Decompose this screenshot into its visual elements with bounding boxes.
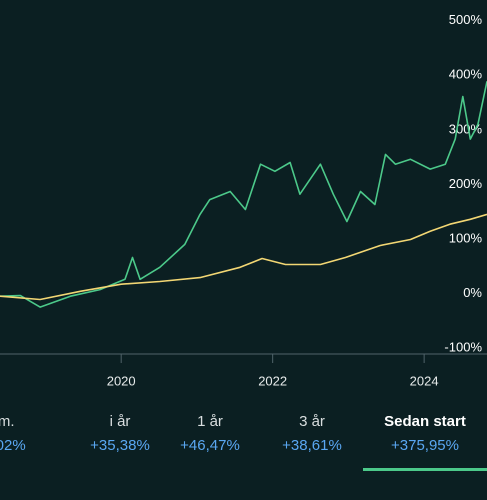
x-tick-label: 2022 <box>258 373 287 388</box>
y-tick-label: 200% <box>449 176 483 191</box>
tab-label[interactable]: Sedan start <box>384 413 466 430</box>
tab-value[interactable]: +5,02% <box>0 437 26 454</box>
series-line <box>0 213 487 301</box>
tab-value[interactable]: +35,38% <box>90 437 150 454</box>
tab-label[interactable]: 3 år <box>299 413 325 430</box>
y-tick-label: 0% <box>463 285 482 300</box>
tab-label[interactable]: i år <box>110 413 131 430</box>
y-tick-label: 500% <box>449 12 483 27</box>
y-tick-label: -100% <box>444 339 482 354</box>
series-line <box>0 81 487 308</box>
tab-value[interactable]: +375,95% <box>391 437 459 454</box>
tab-indicator <box>363 468 487 471</box>
y-tick-label: 400% <box>449 67 483 82</box>
tab-label[interactable]: 1 år <box>197 413 223 430</box>
x-tick-label: 2020 <box>107 373 136 388</box>
tab-label[interactable]: 3 m. <box>0 413 15 430</box>
tab-value[interactable]: +38,61% <box>282 437 342 454</box>
tab-value[interactable]: +46,47% <box>180 437 240 454</box>
y-tick-label: 100% <box>449 230 483 245</box>
x-tick-label: 2024 <box>410 373 439 388</box>
